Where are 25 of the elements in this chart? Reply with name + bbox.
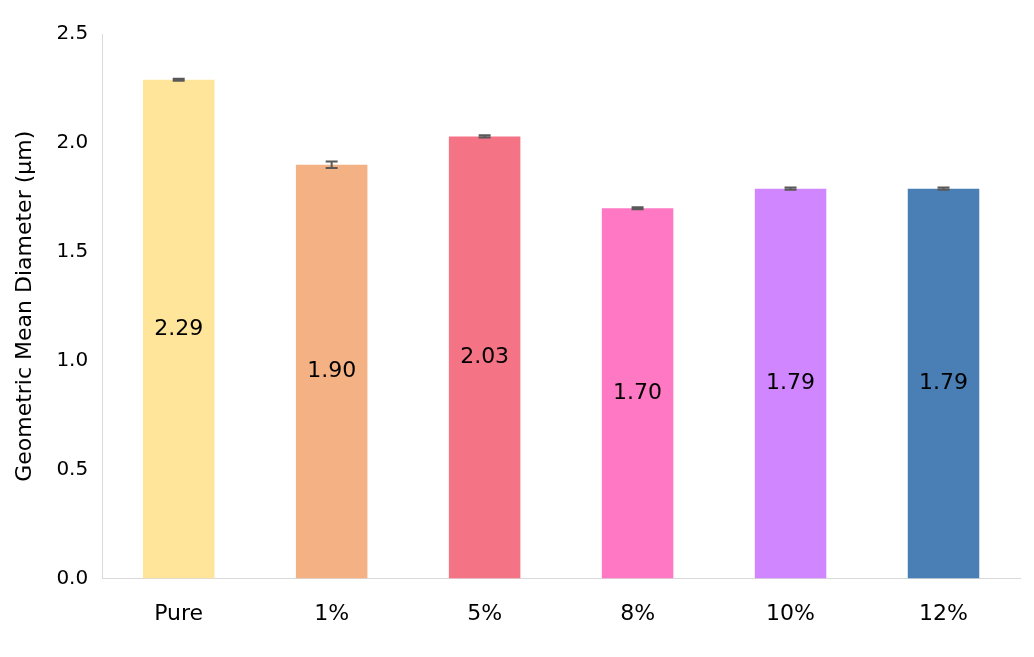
y-tick-label: 1.0 [56,346,89,371]
y-tick-label: 2.0 [56,129,89,154]
y-tick-label: 0.5 [56,455,89,480]
bar [295,164,368,579]
bar [448,136,521,579]
y-axis-title: Geometric Mean Diameter (μm) [10,130,36,482]
x-tick-label: 12% [919,599,968,625]
y-tick-label: 0.0 [56,564,89,589]
data-label: 1.79 [919,369,969,395]
x-tick-label: 8% [620,599,656,625]
y-tick-label: 2.5 [56,20,89,45]
bar [601,208,674,579]
data-label: 1.70 [613,379,663,405]
x-tick-label: 5% [467,599,503,625]
data-label: 2.29 [154,314,204,340]
x-tick-label: 10% [766,599,815,625]
bar [142,79,215,579]
x-tick-label: Pure [154,599,204,625]
data-label: 1.79 [766,369,816,395]
bar [907,188,980,579]
y-tick-label: 1.5 [56,238,89,263]
bar [754,188,827,579]
x-tick-label: 1% [314,599,350,625]
data-label: 2.03 [460,343,510,369]
data-label: 1.90 [307,357,357,383]
